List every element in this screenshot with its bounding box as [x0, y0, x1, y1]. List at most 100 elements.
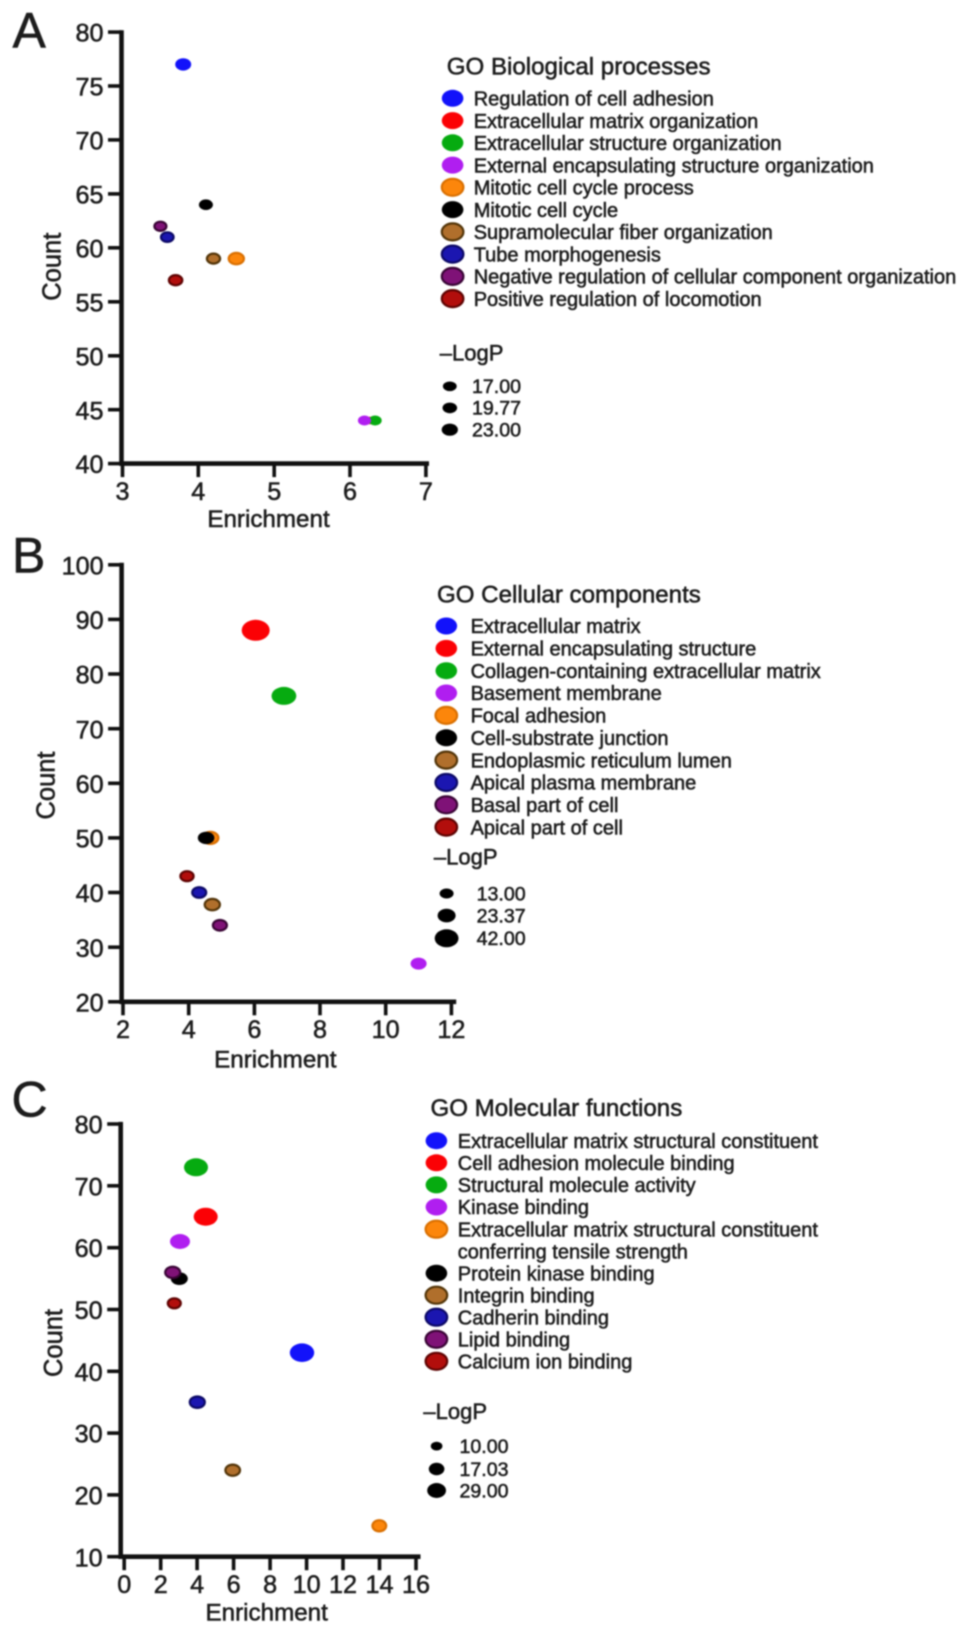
svg-text:Integrin binding: Integrin binding — [458, 1285, 595, 1307]
svg-text:Count: Count — [39, 233, 67, 301]
svg-text:10: 10 — [75, 1544, 103, 1572]
svg-text:2: 2 — [116, 1016, 130, 1044]
svg-text:30: 30 — [76, 935, 104, 963]
svg-text:Enrichment: Enrichment — [207, 506, 330, 533]
svg-text:Basal part of cell: Basal part of cell — [471, 795, 619, 817]
svg-text:Extracellular matrix organizat: Extracellular matrix organization — [474, 111, 759, 133]
svg-text:23.37: 23.37 — [477, 905, 526, 927]
svg-text:B: B — [12, 528, 45, 584]
svg-text:40: 40 — [76, 880, 104, 908]
svg-text:Tube morphogenesis: Tube morphogenesis — [474, 244, 661, 266]
svg-text:Extracellular matrix: Extracellular matrix — [471, 616, 641, 638]
svg-text:7: 7 — [419, 478, 433, 506]
svg-text:17.03: 17.03 — [460, 1459, 509, 1481]
svg-text:6: 6 — [227, 1571, 241, 1599]
svg-text:55: 55 — [75, 289, 103, 317]
svg-text:Apical part of cell: Apical part of cell — [471, 817, 623, 839]
svg-text:20: 20 — [75, 1483, 103, 1511]
svg-text:16: 16 — [402, 1571, 430, 1599]
svg-text:13.00: 13.00 — [477, 883, 526, 905]
svg-text:–LogP: –LogP — [423, 1399, 487, 1424]
svg-text:A: A — [13, 3, 47, 59]
svg-text:45: 45 — [75, 397, 103, 425]
svg-text:65: 65 — [75, 182, 103, 210]
svg-text:10.00: 10.00 — [460, 1436, 509, 1458]
svg-text:Cadherin binding: Cadherin binding — [458, 1307, 609, 1329]
svg-text:70: 70 — [75, 1173, 103, 1201]
svg-text:Structural molecule activity: Structural molecule activity — [458, 1175, 696, 1197]
svg-text:Extracellular matrix structura: Extracellular matrix structural constitu… — [458, 1131, 819, 1153]
svg-text:50: 50 — [76, 826, 104, 854]
svg-text:6: 6 — [343, 478, 357, 506]
svg-text:Apical plasma membrane: Apical plasma membrane — [471, 773, 697, 795]
svg-text:30: 30 — [75, 1421, 103, 1449]
svg-text:14: 14 — [365, 1571, 393, 1599]
svg-text:8: 8 — [313, 1016, 327, 1044]
svg-text:Calcium ion binding: Calcium ion binding — [458, 1352, 633, 1374]
svg-text:Cell-substrate junction: Cell-substrate junction — [471, 728, 669, 750]
svg-text:80: 80 — [75, 20, 103, 48]
svg-text:19.77: 19.77 — [472, 398, 521, 420]
svg-text:Endoplasmic reticulum lumen: Endoplasmic reticulum lumen — [471, 750, 732, 772]
svg-text:23.00: 23.00 — [472, 420, 521, 442]
svg-text:Mitotic cell cycle process: Mitotic cell cycle process — [474, 178, 694, 200]
svg-text:3: 3 — [115, 478, 129, 506]
svg-text:Kinase binding: Kinase binding — [458, 1197, 589, 1219]
svg-text:External encapsulating structu: External encapsulating structure organiz… — [474, 155, 874, 177]
svg-text:12: 12 — [437, 1016, 465, 1044]
svg-text:Extracellular matrix structura: Extracellular matrix structural constitu… — [458, 1219, 819, 1241]
svg-text:–LogP: –LogP — [440, 340, 504, 365]
svg-text:Cell adhesion molecule binding: Cell adhesion molecule binding — [458, 1153, 735, 1175]
svg-text:4: 4 — [182, 1016, 196, 1044]
svg-text:60: 60 — [76, 771, 104, 799]
svg-text:Supramolecular fiber organizat: Supramolecular fiber organization — [474, 222, 773, 244]
svg-text:29.00: 29.00 — [460, 1480, 509, 1502]
svg-text:Count: Count — [40, 1309, 68, 1377]
svg-text:70: 70 — [75, 128, 103, 156]
svg-text:GO Cellular components: GO Cellular components — [437, 581, 701, 608]
svg-text:90: 90 — [76, 607, 104, 635]
svg-text:20: 20 — [76, 989, 104, 1017]
svg-text:Regulation of cell adhesion: Regulation of cell adhesion — [474, 89, 714, 111]
svg-text:GO Molecular functions: GO Molecular functions — [431, 1095, 683, 1122]
svg-text:Extracellular structure organi: Extracellular structure organization — [474, 133, 782, 155]
svg-text:Protein kinase binding: Protein kinase binding — [458, 1263, 655, 1285]
svg-text:70: 70 — [76, 716, 104, 744]
svg-text:External encapsulating structu: External encapsulating structure — [471, 639, 757, 661]
svg-text:50: 50 — [75, 1297, 103, 1325]
svg-text:2: 2 — [154, 1571, 168, 1599]
svg-text:–LogP: –LogP — [434, 845, 498, 870]
svg-text:Count: Count — [33, 751, 61, 819]
svg-text:Enrichment: Enrichment — [206, 1599, 329, 1626]
svg-text:Enrichment: Enrichment — [214, 1047, 337, 1074]
svg-text:4: 4 — [191, 478, 205, 506]
svg-text:100: 100 — [62, 552, 104, 580]
svg-text:12: 12 — [329, 1571, 357, 1599]
svg-text:4: 4 — [190, 1571, 204, 1599]
svg-text:40: 40 — [75, 451, 103, 479]
svg-text:C: C — [12, 1071, 48, 1127]
svg-text:Collagen-containing extracellu: Collagen-containing extracellular matrix — [471, 661, 821, 683]
svg-text:Negative regulation of cellula: Negative regulation of cellular componen… — [474, 267, 957, 289]
svg-text:40: 40 — [75, 1359, 103, 1387]
svg-text:10: 10 — [293, 1571, 321, 1599]
svg-text:Positive regulation of locomot: Positive regulation of locomotion — [474, 289, 762, 311]
svg-text:80: 80 — [75, 1112, 103, 1140]
svg-text:Focal adhesion: Focal adhesion — [471, 706, 607, 728]
svg-text:60: 60 — [75, 235, 103, 263]
svg-text:6: 6 — [247, 1016, 261, 1044]
svg-text:50: 50 — [75, 343, 103, 371]
svg-text:75: 75 — [75, 74, 103, 102]
svg-text:42.00: 42.00 — [477, 928, 526, 950]
svg-text:GO Biological processes: GO Biological processes — [447, 53, 711, 80]
svg-text:Basement membrane: Basement membrane — [471, 683, 662, 705]
svg-text:8: 8 — [263, 1571, 277, 1599]
svg-text:Mitotic cell cycle: Mitotic cell cycle — [474, 200, 618, 222]
svg-text:17.00: 17.00 — [472, 376, 521, 398]
svg-text:conferring tensile strength: conferring tensile strength — [458, 1241, 688, 1263]
svg-text:Lipid binding: Lipid binding — [458, 1330, 570, 1352]
svg-text:5: 5 — [267, 478, 281, 506]
svg-text:10: 10 — [372, 1016, 400, 1044]
svg-text:60: 60 — [75, 1235, 103, 1263]
svg-text:0: 0 — [117, 1571, 131, 1599]
